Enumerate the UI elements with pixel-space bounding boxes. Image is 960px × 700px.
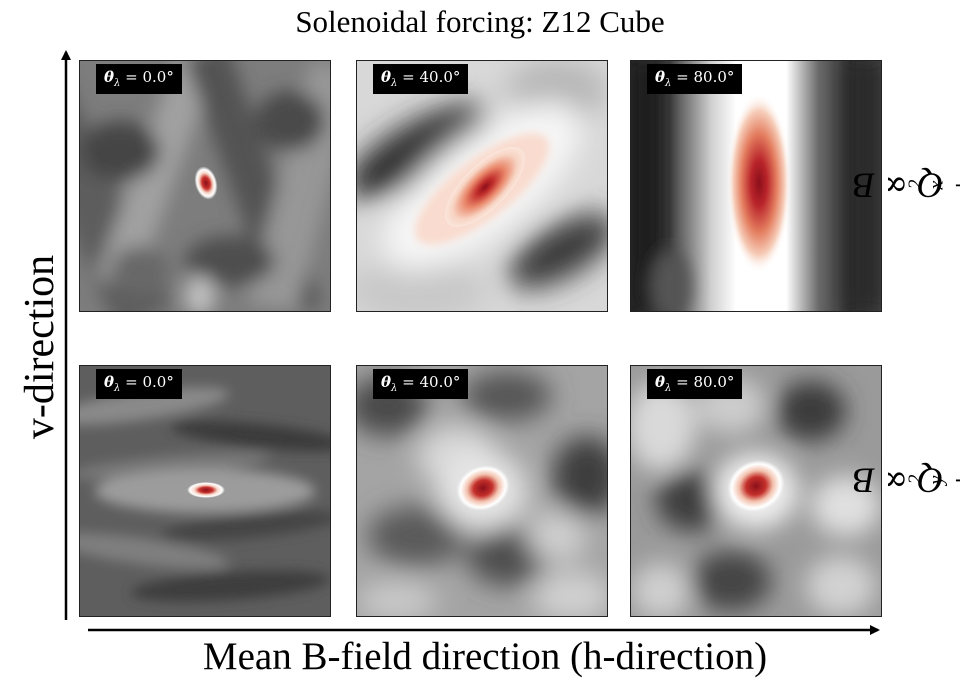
figure-title: Solenoidal forcing: Z12 Cube (295, 4, 665, 39)
panel-top-theta-80: θλ = 80.0° (630, 60, 882, 312)
theta-badge: θλ = 80.0° (647, 369, 743, 399)
row-label-top-text: I + Q ∝ B2x (852, 165, 960, 206)
panel-bottom-theta-40: θλ = 40.0° (356, 365, 608, 617)
theta-badge: θλ = 0.0° (96, 64, 182, 94)
theta-badge: θλ = 40.0° (373, 369, 469, 399)
panel-bottom-theta-0: θλ = 0.0° (79, 365, 331, 617)
emission-map (631, 366, 881, 616)
emission-map (80, 366, 330, 616)
theta-badge: θλ = 40.0° (373, 64, 469, 94)
row-label-bottom: I − Q ∝ B2y (852, 330, 960, 630)
panel-top-theta-40: θλ = 40.0° (356, 60, 608, 312)
emission-map (357, 366, 607, 616)
x-axis-label: Mean B-field direction (h-direction) (202, 635, 768, 678)
theta-badge: θλ = 0.0° (96, 369, 182, 399)
emission-map (80, 61, 330, 311)
row-label-bottom-text: I − Q ∝ B2y (852, 460, 960, 501)
panel-bottom-theta-80: θλ = 80.0° (630, 365, 882, 617)
emission-map (357, 61, 607, 311)
row-label-top: I + Q ∝ B2x (852, 35, 960, 335)
panel-top-theta-0: θλ = 0.0° (79, 60, 331, 312)
emission-map (631, 61, 881, 311)
theta-badge: θλ = 80.0° (647, 64, 743, 94)
